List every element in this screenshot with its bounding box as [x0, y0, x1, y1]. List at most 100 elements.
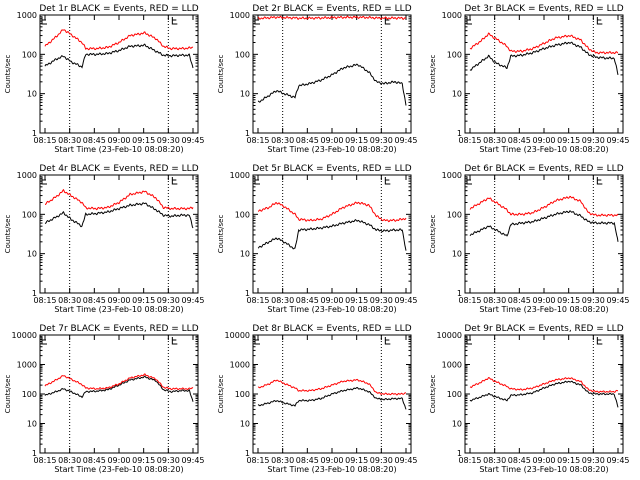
y-tick-label: 1000 — [17, 11, 37, 20]
x-tick-label: 09:15 — [132, 136, 155, 145]
x-tick-label: 08:45 — [296, 296, 319, 305]
lld-series-line — [45, 188, 194, 211]
x-tick-label: 09:45 — [606, 456, 629, 465]
lld-series-line — [257, 378, 407, 396]
plot-frame — [252, 174, 412, 294]
x-tick-label: 08:45 — [508, 136, 531, 145]
x-tick-label: 08:30 — [271, 136, 294, 145]
chart-title: Det 5r BLACK = Events, RED = LLD — [252, 164, 411, 174]
events-series-line — [469, 380, 619, 408]
x-tick-label: 09:45 — [181, 296, 204, 305]
y-axis-label: Counts/sec — [4, 375, 12, 414]
x-tick-label: 08:45 — [83, 456, 106, 465]
chart-panel-4: Det 4r BLACK = Events, RED = LLD 1 10 100 10… — [4, 164, 205, 314]
y-tick-label: 100 — [22, 390, 37, 399]
x-tick-label: 08:15 — [33, 456, 56, 465]
x-tick-label: 09:45 — [606, 296, 629, 305]
plot-frame — [39, 334, 199, 454]
plot-frame — [39, 14, 199, 134]
y-tick-label: 100 — [235, 210, 250, 219]
end-bracket-mark — [171, 17, 178, 25]
x-tick-label: 09:30 — [582, 136, 605, 145]
chart-title: Det 1r BLACK = Events, RED = LLD — [39, 4, 198, 14]
lld-series-line — [257, 15, 407, 20]
x-tick-label: 09:15 — [557, 296, 580, 305]
plot-area: Det 2r BLACK = Events, RED = LLD 1 10 100 10… — [217, 4, 418, 154]
x-tick-label: 09:15 — [557, 136, 580, 145]
chart-title: Det 7r BLACK = Events, RED = LLD — [39, 324, 198, 334]
chart-title: Det 2r BLACK = Events, RED = LLD — [252, 4, 411, 14]
y-tick-label: 1000 — [442, 11, 462, 20]
y-tick-label: 10000 — [12, 331, 37, 340]
start-bracket-mark — [41, 337, 47, 345]
lld-series-line — [469, 377, 619, 394]
x-tick-label: 09:45 — [394, 136, 417, 145]
x-tick-label: 09:00 — [320, 296, 343, 305]
x-tick-label: 09:00 — [107, 136, 130, 145]
end-bracket-mark — [596, 177, 603, 185]
y-axis-label: Counts/sec — [217, 215, 225, 254]
x-axis-label: Start Time (23-Feb-10 08:08:20) — [479, 465, 608, 474]
x-tick-label: 09:15 — [345, 296, 368, 305]
y-tick-label: 10 — [240, 420, 250, 429]
x-tick-label: 08:30 — [483, 136, 506, 145]
x-axis-label: Start Time (23-Feb-10 08:08:20) — [54, 145, 183, 154]
chart-panel-8: Det 8r BLACK = Events, RED = LLD 1 10 100 10… — [217, 324, 418, 474]
chart-title: Det 4r BLACK = Events, RED = LLD — [39, 164, 198, 174]
y-tick-label: 1 — [32, 449, 37, 458]
chart-panel-2: Det 2r BLACK = Events, RED = LLD 1 10 100 10… — [217, 4, 418, 154]
plot-area: Det 4r BLACK = Events, RED = LLD 1 10 100 10… — [4, 164, 205, 314]
plot-frame — [39, 174, 199, 294]
events-series-line — [469, 41, 619, 76]
start-bracket-mark — [466, 177, 472, 185]
chart-panel-9: Det 9r BLACK = Events, RED = LLD 1 10 100 10… — [429, 324, 630, 474]
x-tick-label: 08:45 — [508, 296, 531, 305]
y-tick-label: 1 — [32, 289, 37, 298]
start-bracket-mark — [466, 337, 472, 345]
y-tick-label: 1 — [32, 129, 37, 138]
x-tick-label: 08:45 — [83, 136, 106, 145]
events-series-line — [44, 375, 194, 402]
chart-panel-3: Det 3r BLACK = Events, RED = LLD 1 10 100 10… — [429, 4, 630, 154]
x-axis-label: Start Time (23-Feb-10 08:08:20) — [479, 305, 608, 314]
end-bracket-mark — [384, 17, 391, 25]
x-tick-label: 08:15 — [458, 136, 481, 145]
y-tick-label: 100 — [447, 390, 462, 399]
x-tick-label: 08:30 — [271, 296, 294, 305]
end-bracket-mark — [384, 337, 391, 345]
x-tick-label: 09:15 — [132, 456, 155, 465]
chart-title: Det 3r BLACK = Events, RED = LLD — [464, 4, 623, 14]
y-tick-label: 10 — [452, 250, 462, 259]
y-axis-label: Counts/sec — [4, 55, 12, 94]
y-tick-label: 1 — [245, 449, 250, 458]
lld-series-line — [469, 32, 618, 55]
y-tick-label: 1000 — [230, 11, 250, 20]
events-series-line — [469, 210, 619, 242]
x-tick-label: 08:15 — [458, 296, 481, 305]
x-tick-label: 08:15 — [458, 456, 481, 465]
plot-area: Det 6r BLACK = Events, RED = LLD 1 10 100 10… — [429, 164, 630, 314]
start-bracket-mark — [41, 177, 47, 185]
start-bracket-mark — [254, 337, 260, 345]
y-axis-label: Counts/sec — [4, 215, 12, 254]
y-tick-label: 1 — [457, 129, 462, 138]
plot-area: Det 3r BLACK = Events, RED = LLD 1 10 100 10… — [429, 4, 630, 154]
plot-area: Det 8r BLACK = Events, RED = LLD 1 10 100 10… — [217, 324, 418, 474]
x-tick-label: 09:45 — [606, 136, 629, 145]
end-bracket-mark — [171, 177, 178, 185]
x-tick-label: 09:00 — [320, 136, 343, 145]
y-tick-label: 1000 — [442, 361, 462, 370]
x-axis-label: Start Time (23-Feb-10 08:08:20) — [267, 305, 396, 314]
y-tick-label: 100 — [22, 50, 37, 59]
x-tick-label: 09:45 — [181, 136, 204, 145]
events-series-line — [44, 43, 194, 69]
x-tick-label: 09:00 — [532, 296, 555, 305]
y-tick-label: 1000 — [17, 171, 37, 180]
x-tick-label: 08:30 — [271, 456, 294, 465]
chart-panel-6: Det 6r BLACK = Events, RED = LLD 1 10 100 10… — [429, 164, 630, 314]
y-tick-label: 1 — [457, 449, 462, 458]
y-tick-label: 10 — [452, 420, 462, 429]
y-tick-label: 1000 — [17, 361, 37, 370]
x-tick-label: 08:15 — [246, 296, 269, 305]
lld-series-line — [257, 201, 407, 223]
